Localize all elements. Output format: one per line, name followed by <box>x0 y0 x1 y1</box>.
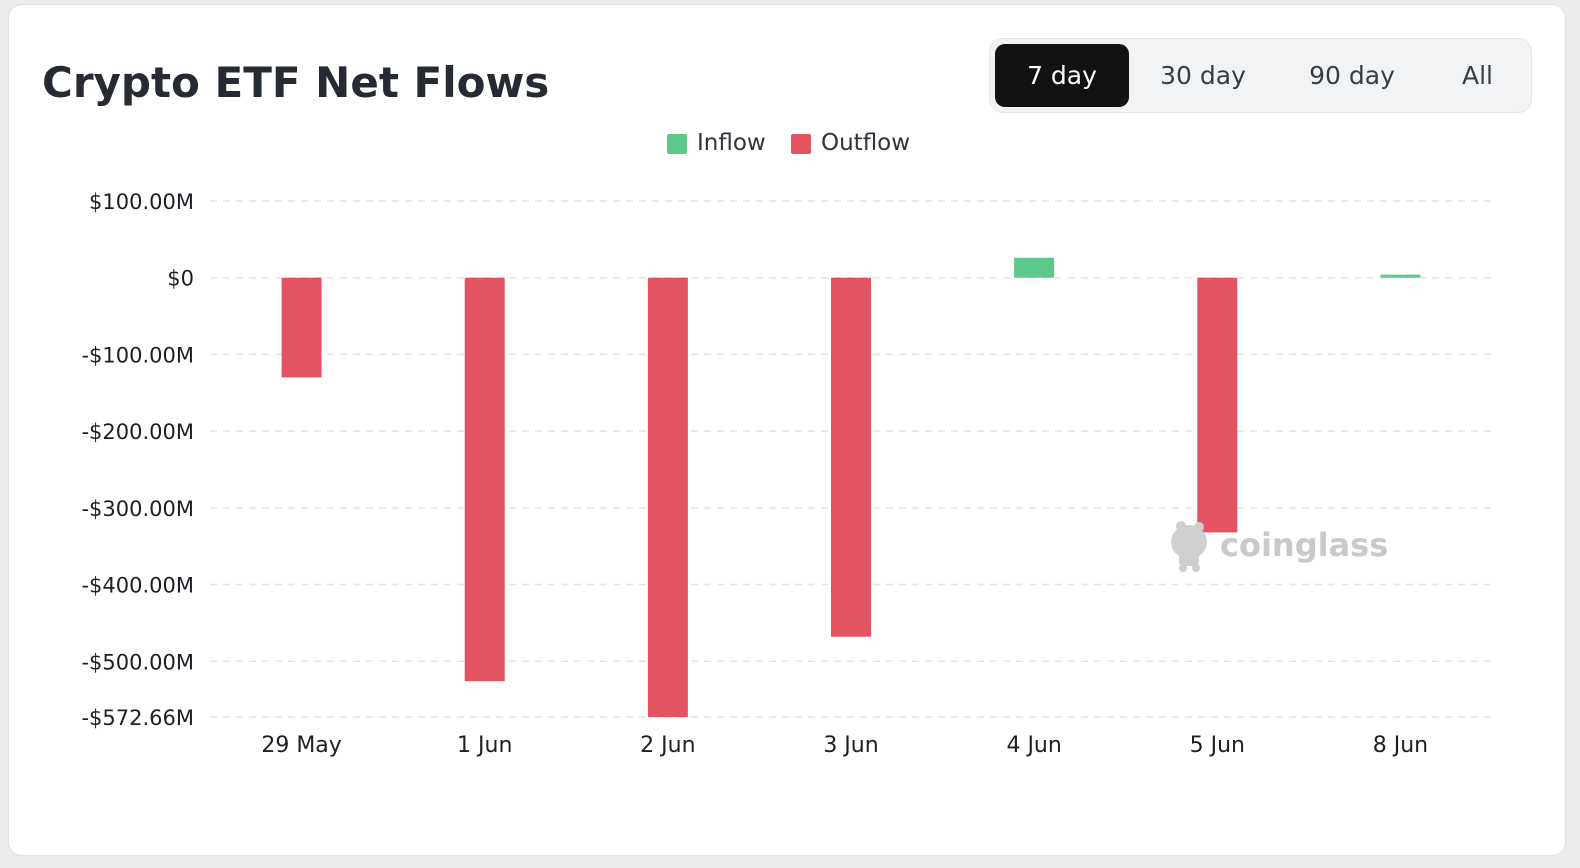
x-tick-label: 3 Jun <box>823 733 878 758</box>
chart-card: Crypto ETF Net Flows 7 day 30 day 90 day… <box>8 4 1566 856</box>
x-tick-label: 2 Jun <box>640 733 695 758</box>
x-tick-label: 1 Jun <box>457 733 512 758</box>
bar-2-jun[interactable] <box>647 277 688 717</box>
y-tick-label: -$200.00M <box>81 420 194 444</box>
legend-swatch-outflow <box>791 134 811 154</box>
legend-swatch-inflow <box>667 134 687 154</box>
x-tick-label: 29 May <box>261 733 341 758</box>
tab-all[interactable]: All <box>1462 61 1493 90</box>
y-tick-label: -$300.00M <box>81 497 194 521</box>
time-range-tabs: 7 day 30 day 90 day All <box>989 38 1532 113</box>
bar-1-jun[interactable] <box>464 277 505 682</box>
y-tick-label: -$100.00M <box>81 343 194 367</box>
page-title: Crypto ETF Net Flows <box>42 58 550 107</box>
tab-90-day[interactable]: 90 day <box>1309 61 1395 90</box>
bar-4-jun[interactable] <box>1014 257 1055 278</box>
coinglass-logo-icon <box>1171 521 1207 572</box>
x-tick-label: 4 Jun <box>1006 733 1061 758</box>
legend-label-outflow: Outflow <box>821 130 911 156</box>
y-tick-label: -$400.00M <box>81 574 194 598</box>
y-tick-label: -$500.00M <box>81 650 194 674</box>
legend-label-inflow: Inflow <box>697 130 766 156</box>
chart-legend: Inflow Outflow <box>0 128 1580 158</box>
x-tick-label: 8 Jun <box>1373 733 1428 758</box>
y-tick-label: $100.00M <box>89 190 194 214</box>
bar-3-jun[interactable] <box>831 277 871 637</box>
watermark-text: coinglass <box>1220 526 1389 564</box>
bar-29-may[interactable] <box>281 277 322 378</box>
y-tick-label: -$572.66M <box>81 706 194 730</box>
y-tick-label: $0 <box>167 267 194 291</box>
bar-8-jun[interactable] <box>1380 274 1421 278</box>
x-tick-label: 5 Jun <box>1190 733 1245 758</box>
coinglass-watermark: coinglass <box>1165 518 1389 578</box>
tab-30-day[interactable]: 30 day <box>1160 61 1246 90</box>
bar-5-jun[interactable] <box>1197 277 1238 533</box>
tab-7-day[interactable]: 7 day <box>995 44 1129 107</box>
